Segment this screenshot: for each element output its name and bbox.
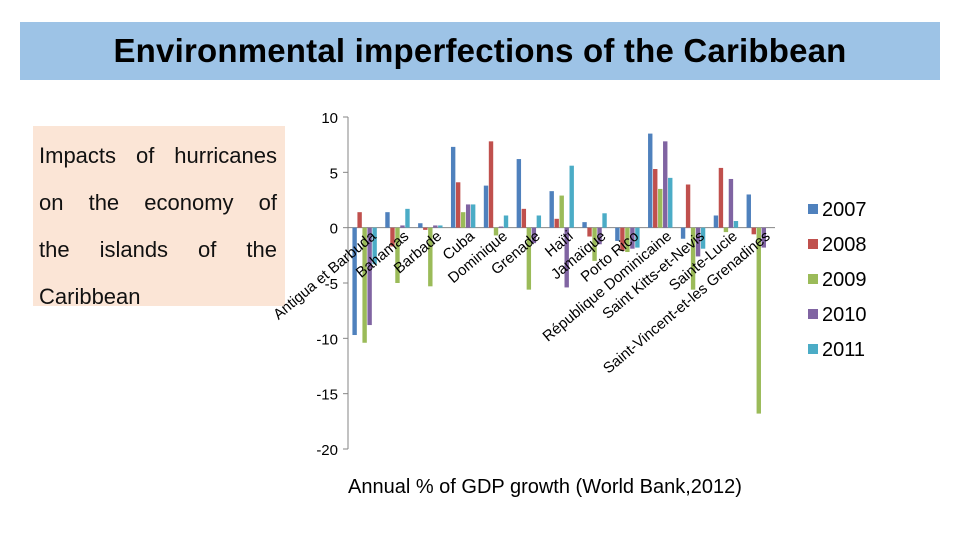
bar-2008: [653, 169, 658, 228]
bar-2011: [635, 227, 640, 248]
bar-2010: [597, 227, 602, 245]
bar-2009: [493, 227, 499, 236]
legend-swatch-2007: [808, 204, 818, 214]
bar-2009: [460, 212, 466, 228]
bar-2008: [718, 167, 724, 228]
description-box: Impacts of hurricanes on the economy of …: [33, 126, 285, 309]
bar-2008: [685, 184, 691, 228]
bar-2007: [582, 222, 587, 228]
bar-2007: [648, 133, 653, 228]
bar-2009: [526, 227, 532, 290]
title-bar: Environmental imperfections of the Carib…: [20, 22, 940, 80]
chart-caption: Annual % of GDP growth (World Bank,2012): [348, 476, 742, 498]
description-text: Impacts of hurricanes on the economy of …: [39, 143, 277, 309]
bar-2010: [498, 226, 504, 228]
bar-2010: [531, 227, 537, 244]
bar-2010: [367, 227, 372, 326]
bar-2011: [372, 227, 377, 265]
bar-2010: [433, 225, 438, 228]
bar-2008: [554, 218, 559, 228]
legend-label-2008: 2008: [822, 234, 867, 256]
bar-2009: [362, 227, 367, 343]
bar-2007: [352, 227, 357, 336]
y-tick-label: -20: [316, 442, 338, 459]
y-tick-label: -5: [325, 276, 338, 293]
bar-2009: [395, 227, 400, 283]
y-tick-label: -15: [316, 387, 338, 404]
page-title: Environmental imperfections of the Carib…: [113, 32, 847, 69]
bar-2008: [423, 227, 428, 230]
bar-2010: [564, 227, 569, 288]
legend-label-2009: 2009: [822, 269, 867, 291]
bar-2008: [587, 227, 592, 237]
bar-2009: [658, 188, 663, 228]
bar-2009: [625, 227, 630, 253]
bar-2011: [438, 225, 443, 228]
bar-2010: [695, 227, 701, 257]
bar-2007: [483, 185, 489, 228]
legend-swatch-2011: [808, 344, 818, 354]
bar-2007: [418, 223, 423, 228]
legend-label-2011: 2011: [822, 339, 865, 361]
bar-2008: [620, 227, 625, 251]
bar-2007: [450, 146, 456, 228]
legend-label-2007: 2007: [822, 199, 867, 221]
bar-2010: [465, 204, 471, 228]
bar-2009: [559, 195, 564, 228]
bar-2008: [488, 141, 494, 228]
bar-2007: [385, 212, 390, 228]
bar-2007: [713, 215, 719, 228]
bar-2007: [516, 159, 522, 228]
bar-2008: [455, 182, 461, 228]
bar-2011: [470, 204, 476, 228]
bar-2009: [690, 227, 696, 290]
bar-2007: [746, 194, 751, 228]
bar-2008: [751, 227, 756, 235]
bar-2007: [615, 227, 620, 241]
bar-2011: [503, 215, 509, 228]
bar-2009: [428, 227, 433, 287]
bar-2009: [723, 227, 729, 233]
legend-swatch-2010: [808, 309, 818, 319]
bar-2011: [569, 165, 574, 228]
bar-2008: [390, 227, 395, 247]
bar-2010: [630, 227, 635, 249]
bar-2011: [536, 215, 542, 228]
bar-2011: [405, 208, 410, 228]
bar-2009: [592, 227, 597, 261]
y-tick-label: 5: [330, 165, 338, 182]
bar-2008: [521, 208, 527, 228]
bar-2010: [400, 225, 405, 228]
bar-2010: [663, 141, 668, 228]
legend-swatch-2009: [808, 274, 818, 284]
bar-2007: [680, 227, 686, 239]
legend-swatch-2008: [808, 239, 818, 249]
bar-2011: [602, 213, 607, 228]
bar-2011: [668, 177, 673, 228]
y-tick-label: -10: [316, 331, 338, 348]
bar-2008: [357, 212, 362, 228]
legend-label-2010: 2010: [822, 304, 867, 326]
bar-2009: [756, 227, 761, 414]
bar-2010: [761, 227, 766, 248]
bar-2010: [728, 178, 734, 228]
bar-2011: [733, 221, 739, 228]
y-tick-label: 10: [321, 110, 338, 127]
bar-2007: [549, 191, 554, 228]
y-tick-label: 0: [330, 221, 338, 238]
bar-2011: [700, 227, 706, 249]
